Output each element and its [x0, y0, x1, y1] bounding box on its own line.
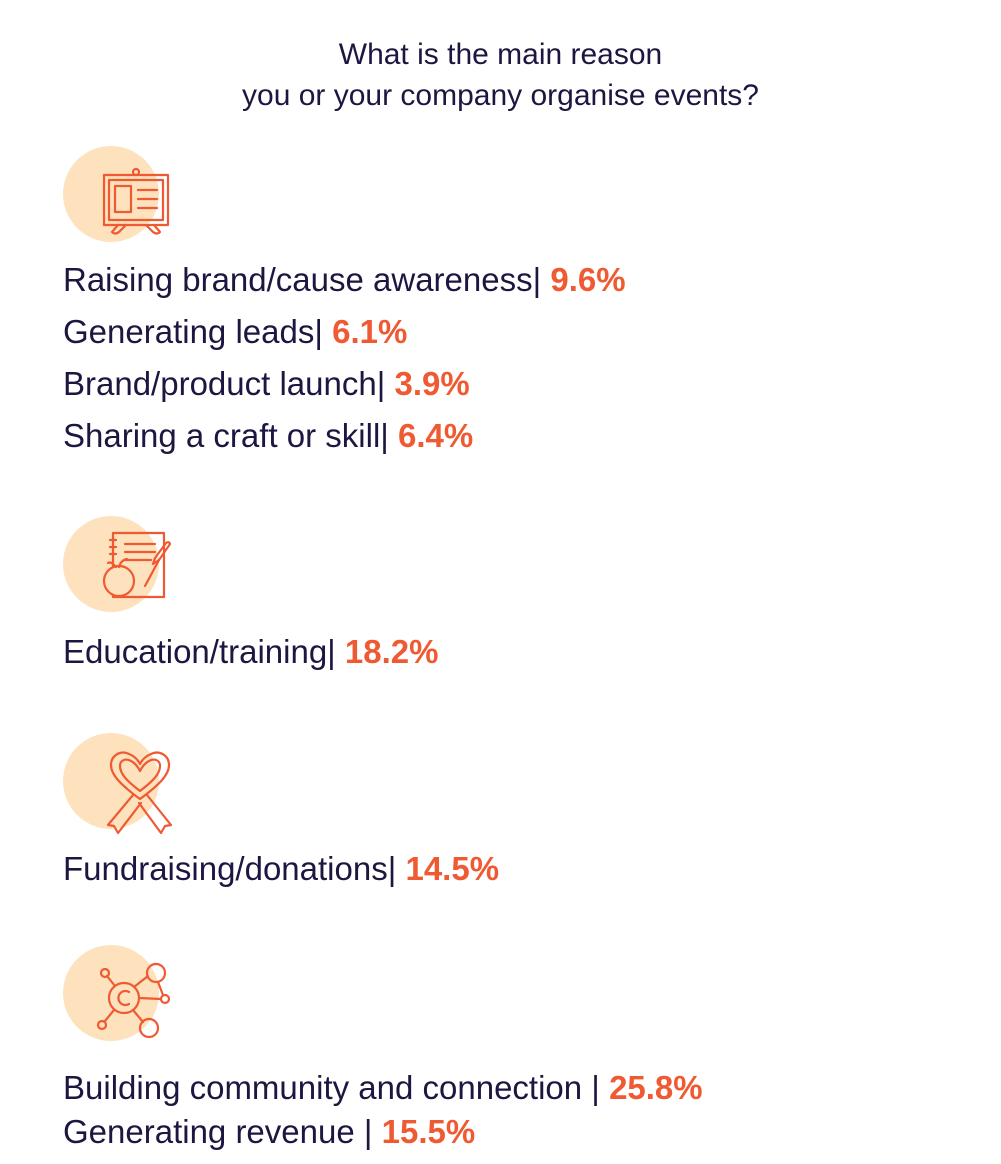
presentation-board-icon-badge: [63, 146, 193, 246]
reason-label: Education/training|: [63, 633, 336, 670]
icon-circle: [63, 733, 159, 829]
reason-percentage: 15.5%: [381, 1113, 476, 1150]
reason-percentage: 6.1%: [332, 313, 408, 350]
reason-row: Raising brand/cause awareness| 9.6%: [63, 254, 626, 306]
reason-group-fundraising: Fundraising/donations| 14.5%: [63, 733, 499, 895]
reason-row: Brand/product launch| 3.9%: [63, 358, 626, 410]
reason-percentage: 9.6%: [550, 261, 626, 298]
reason-label: Raising brand/cause awareness|: [63, 261, 542, 298]
reason-label: Fundraising/donations|: [63, 850, 397, 887]
reason-group-community: Building community and connection | 25.8…: [63, 945, 703, 1154]
network-coin-icon-badge: [63, 945, 193, 1045]
reason-row: Generating revenue | 15.5%: [63, 1110, 703, 1154]
reason-label: Building community and connection |: [63, 1069, 600, 1106]
reason-label: Sharing a craft or skill|: [63, 417, 389, 454]
icon-circle: [63, 945, 159, 1041]
notebook-apple-pencil-icon: [102, 531, 172, 599]
reason-row: Building community and connection | 25.8…: [63, 1066, 703, 1110]
notebook-apple-pencil-icon-badge: [63, 516, 193, 616]
reason-percentage: 6.4%: [398, 417, 474, 454]
reason-percentage: 18.2%: [344, 633, 439, 670]
network-coin-icon: [96, 962, 171, 1039]
reason-row: Generating leads| 6.1%: [63, 306, 626, 358]
title-line-2: you or your company organise events?: [242, 79, 759, 112]
reason-row: Fundraising/donations| 14.5%: [63, 843, 499, 895]
reason-percentage: 25.8%: [609, 1069, 703, 1106]
reason-row: Sharing a craft or skill| 6.4%: [63, 410, 626, 462]
page-title: What is the main reason you or your comp…: [0, 34, 1001, 116]
title-line-1: What is the main reason: [338, 38, 663, 71]
reason-row: Education/training| 18.2%: [63, 626, 439, 678]
reason-label: Brand/product launch|: [63, 365, 386, 402]
reason-label: Generating revenue |: [63, 1113, 373, 1150]
reason-percentage: 3.9%: [394, 365, 470, 402]
heart-ribbon-icon-badge: [63, 733, 193, 835]
presentation-board-icon: [102, 167, 170, 235]
reason-group-education: Education/training| 18.2%: [63, 516, 439, 678]
heart-ribbon-icon: [106, 751, 173, 835]
reason-group-marketing: Raising brand/cause awareness| 9.6% Gene…: [63, 146, 626, 462]
reason-label: Generating leads|: [63, 313, 323, 350]
reason-percentage: 14.5%: [405, 850, 500, 887]
